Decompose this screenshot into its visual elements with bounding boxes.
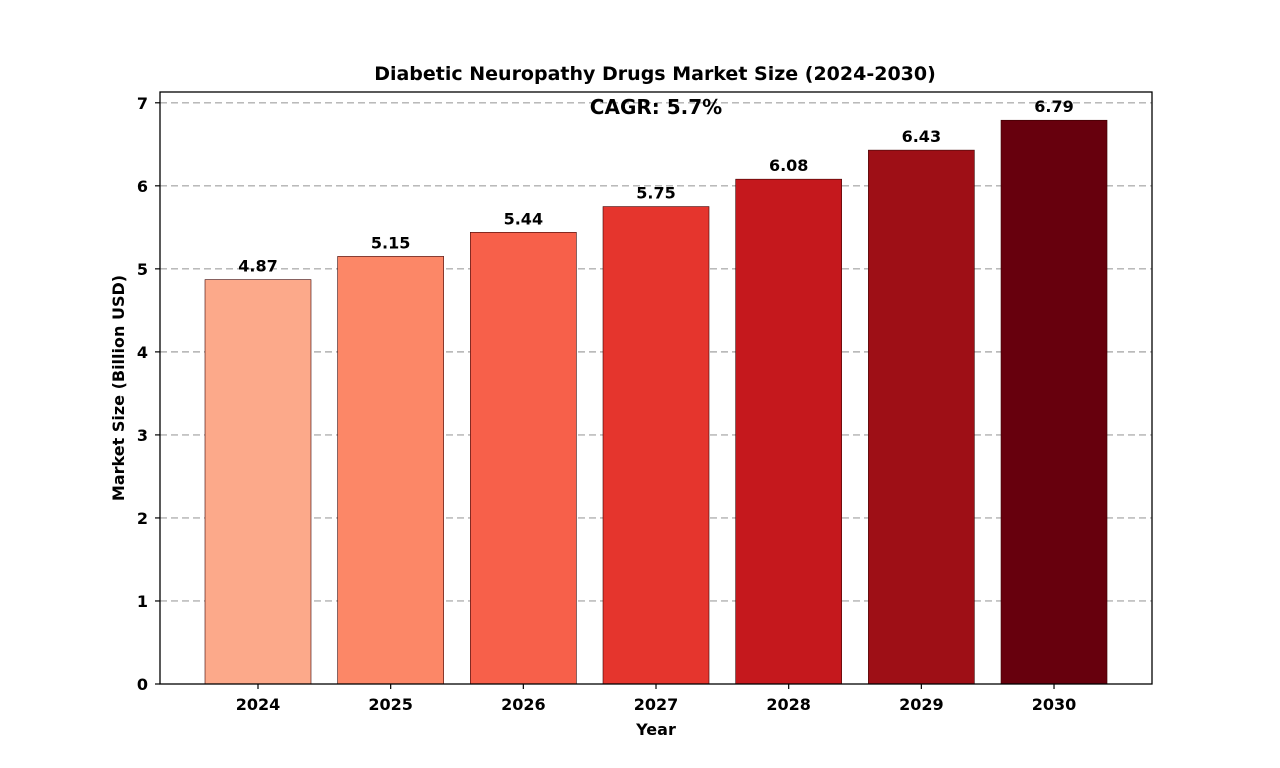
data-label-2027: 5.75 xyxy=(636,184,675,203)
y-axis-label: Market Size (Billion USD) xyxy=(109,275,128,501)
y-tick-label: 5 xyxy=(137,260,148,279)
cagr-annotation: CAGR: 5.7% xyxy=(590,95,722,119)
data-label-2025: 5.15 xyxy=(371,233,410,252)
bar-2025 xyxy=(337,256,444,685)
y-tick-label: 3 xyxy=(137,426,148,445)
y-tick-label: 2 xyxy=(137,509,148,528)
x-tick-label: 2029 xyxy=(899,695,944,714)
x-tick-label: 2030 xyxy=(1032,695,1077,714)
bar-2024 xyxy=(204,279,312,685)
bar-2027 xyxy=(602,206,710,685)
x-tick-label: 2025 xyxy=(368,695,413,714)
bar-2029 xyxy=(868,149,975,685)
bar-2026 xyxy=(470,232,577,685)
y-tick-label: 6 xyxy=(137,177,148,196)
x-axis-ticks: 2024 2025 2026 2027 2028 2029 2030 xyxy=(236,684,1077,714)
y-tick-label: 7 xyxy=(137,94,148,113)
y-axis-ticks: 0 1 2 3 4 5 6 7 xyxy=(137,94,160,694)
bar-2030 xyxy=(1000,119,1108,685)
x-tick-label: 2027 xyxy=(634,695,679,714)
bars xyxy=(204,119,1108,685)
x-tick-label: 2024 xyxy=(236,695,281,714)
x-axis-label: Year xyxy=(635,720,676,739)
data-label-2028: 6.08 xyxy=(769,156,808,175)
x-tick-label: 2026 xyxy=(501,695,546,714)
data-label-2030: 6.79 xyxy=(1034,97,1073,116)
data-label-2024: 4.87 xyxy=(238,257,277,276)
x-tick-label: 2028 xyxy=(766,695,811,714)
y-tick-label: 1 xyxy=(137,592,148,611)
bar-2028 xyxy=(735,178,842,685)
y-tick-label: 4 xyxy=(137,343,148,362)
y-tick-label: 0 xyxy=(137,675,148,694)
data-label-2026: 5.44 xyxy=(504,209,543,228)
data-label-2029: 6.43 xyxy=(902,127,941,146)
data-labels: 4.87 5.15 5.44 5.75 6.08 6.43 6.79 xyxy=(238,97,1074,275)
chart-title: Diabetic Neuropathy Drugs Market Size (2… xyxy=(374,63,936,85)
